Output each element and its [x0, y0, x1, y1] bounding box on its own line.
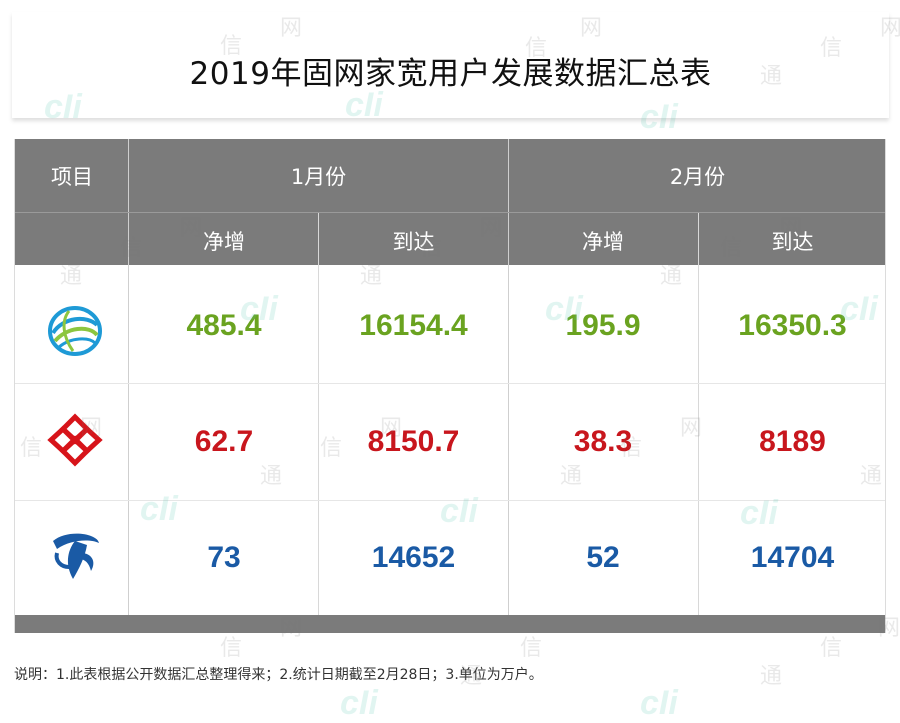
header-month-jan: 1月份 — [290, 165, 347, 189]
watermark-char: 信 — [220, 636, 243, 661]
value-telecom-feb-total: 14704 — [750, 541, 835, 574]
value-unicom-feb-net-add: 38.3 — [573, 425, 633, 458]
watermark-logo: cIi — [640, 684, 678, 722]
page-title: 2019年固网家宽用户发展数据汇总表 — [189, 56, 712, 92]
value-mobile-jan-total: 16154.4 — [359, 309, 468, 342]
divider — [508, 139, 509, 615]
divider — [15, 212, 885, 213]
china-mobile-logo — [47, 303, 103, 363]
title-bar: 2019年固网家宽用户发展数据汇总表 — [12, 12, 889, 118]
value-telecom-jan-net-add: 73 — [207, 541, 241, 574]
divider — [128, 139, 129, 615]
divider — [15, 383, 885, 384]
data-table: 项目 1月份 2月份 净增 到达 净增 到达 485.4 16154.4 195… — [14, 139, 886, 633]
table-footer-bar — [15, 615, 885, 633]
header-item: 项目 — [51, 165, 93, 189]
divider — [318, 212, 319, 615]
divider — [15, 500, 885, 501]
watermark-char: 信 — [820, 636, 843, 661]
value-unicom-feb-total: 8189 — [759, 425, 826, 458]
value-mobile-feb-total: 16350.3 — [738, 309, 847, 342]
header-jan-net-add: 净增 — [203, 230, 245, 254]
value-telecom-feb-net-add: 52 — [586, 541, 620, 574]
footnote: 说明：1.此表根据公开数据汇总整理得来；2.统计日期截至2月28日；3.单位为万… — [14, 667, 543, 683]
value-mobile-feb-net-add: 195.9 — [565, 309, 641, 342]
header-row-months: 项目 1月份 2月份 — [15, 139, 885, 212]
watermark-char: 通 — [760, 664, 783, 689]
header-feb-net-add: 净增 — [582, 230, 624, 254]
watermark-logo: cIi — [340, 684, 378, 722]
china-unicom-logo — [43, 411, 107, 473]
value-unicom-jan-total: 8150.7 — [367, 425, 460, 458]
header-month-feb: 2月份 — [669, 165, 726, 189]
watermark-char: 信 — [520, 636, 543, 661]
china-telecom-logo — [47, 527, 103, 587]
header-row-sub: 净增 到达 净增 到达 — [15, 212, 885, 265]
header-feb-total: 到达 — [771, 230, 814, 254]
value-telecom-jan-total: 14652 — [371, 541, 456, 574]
value-mobile-jan-net-add: 485.4 — [186, 309, 262, 342]
value-unicom-jan-net-add: 62.7 — [194, 425, 254, 458]
header-jan-total: 到达 — [392, 230, 435, 254]
divider — [698, 212, 699, 615]
